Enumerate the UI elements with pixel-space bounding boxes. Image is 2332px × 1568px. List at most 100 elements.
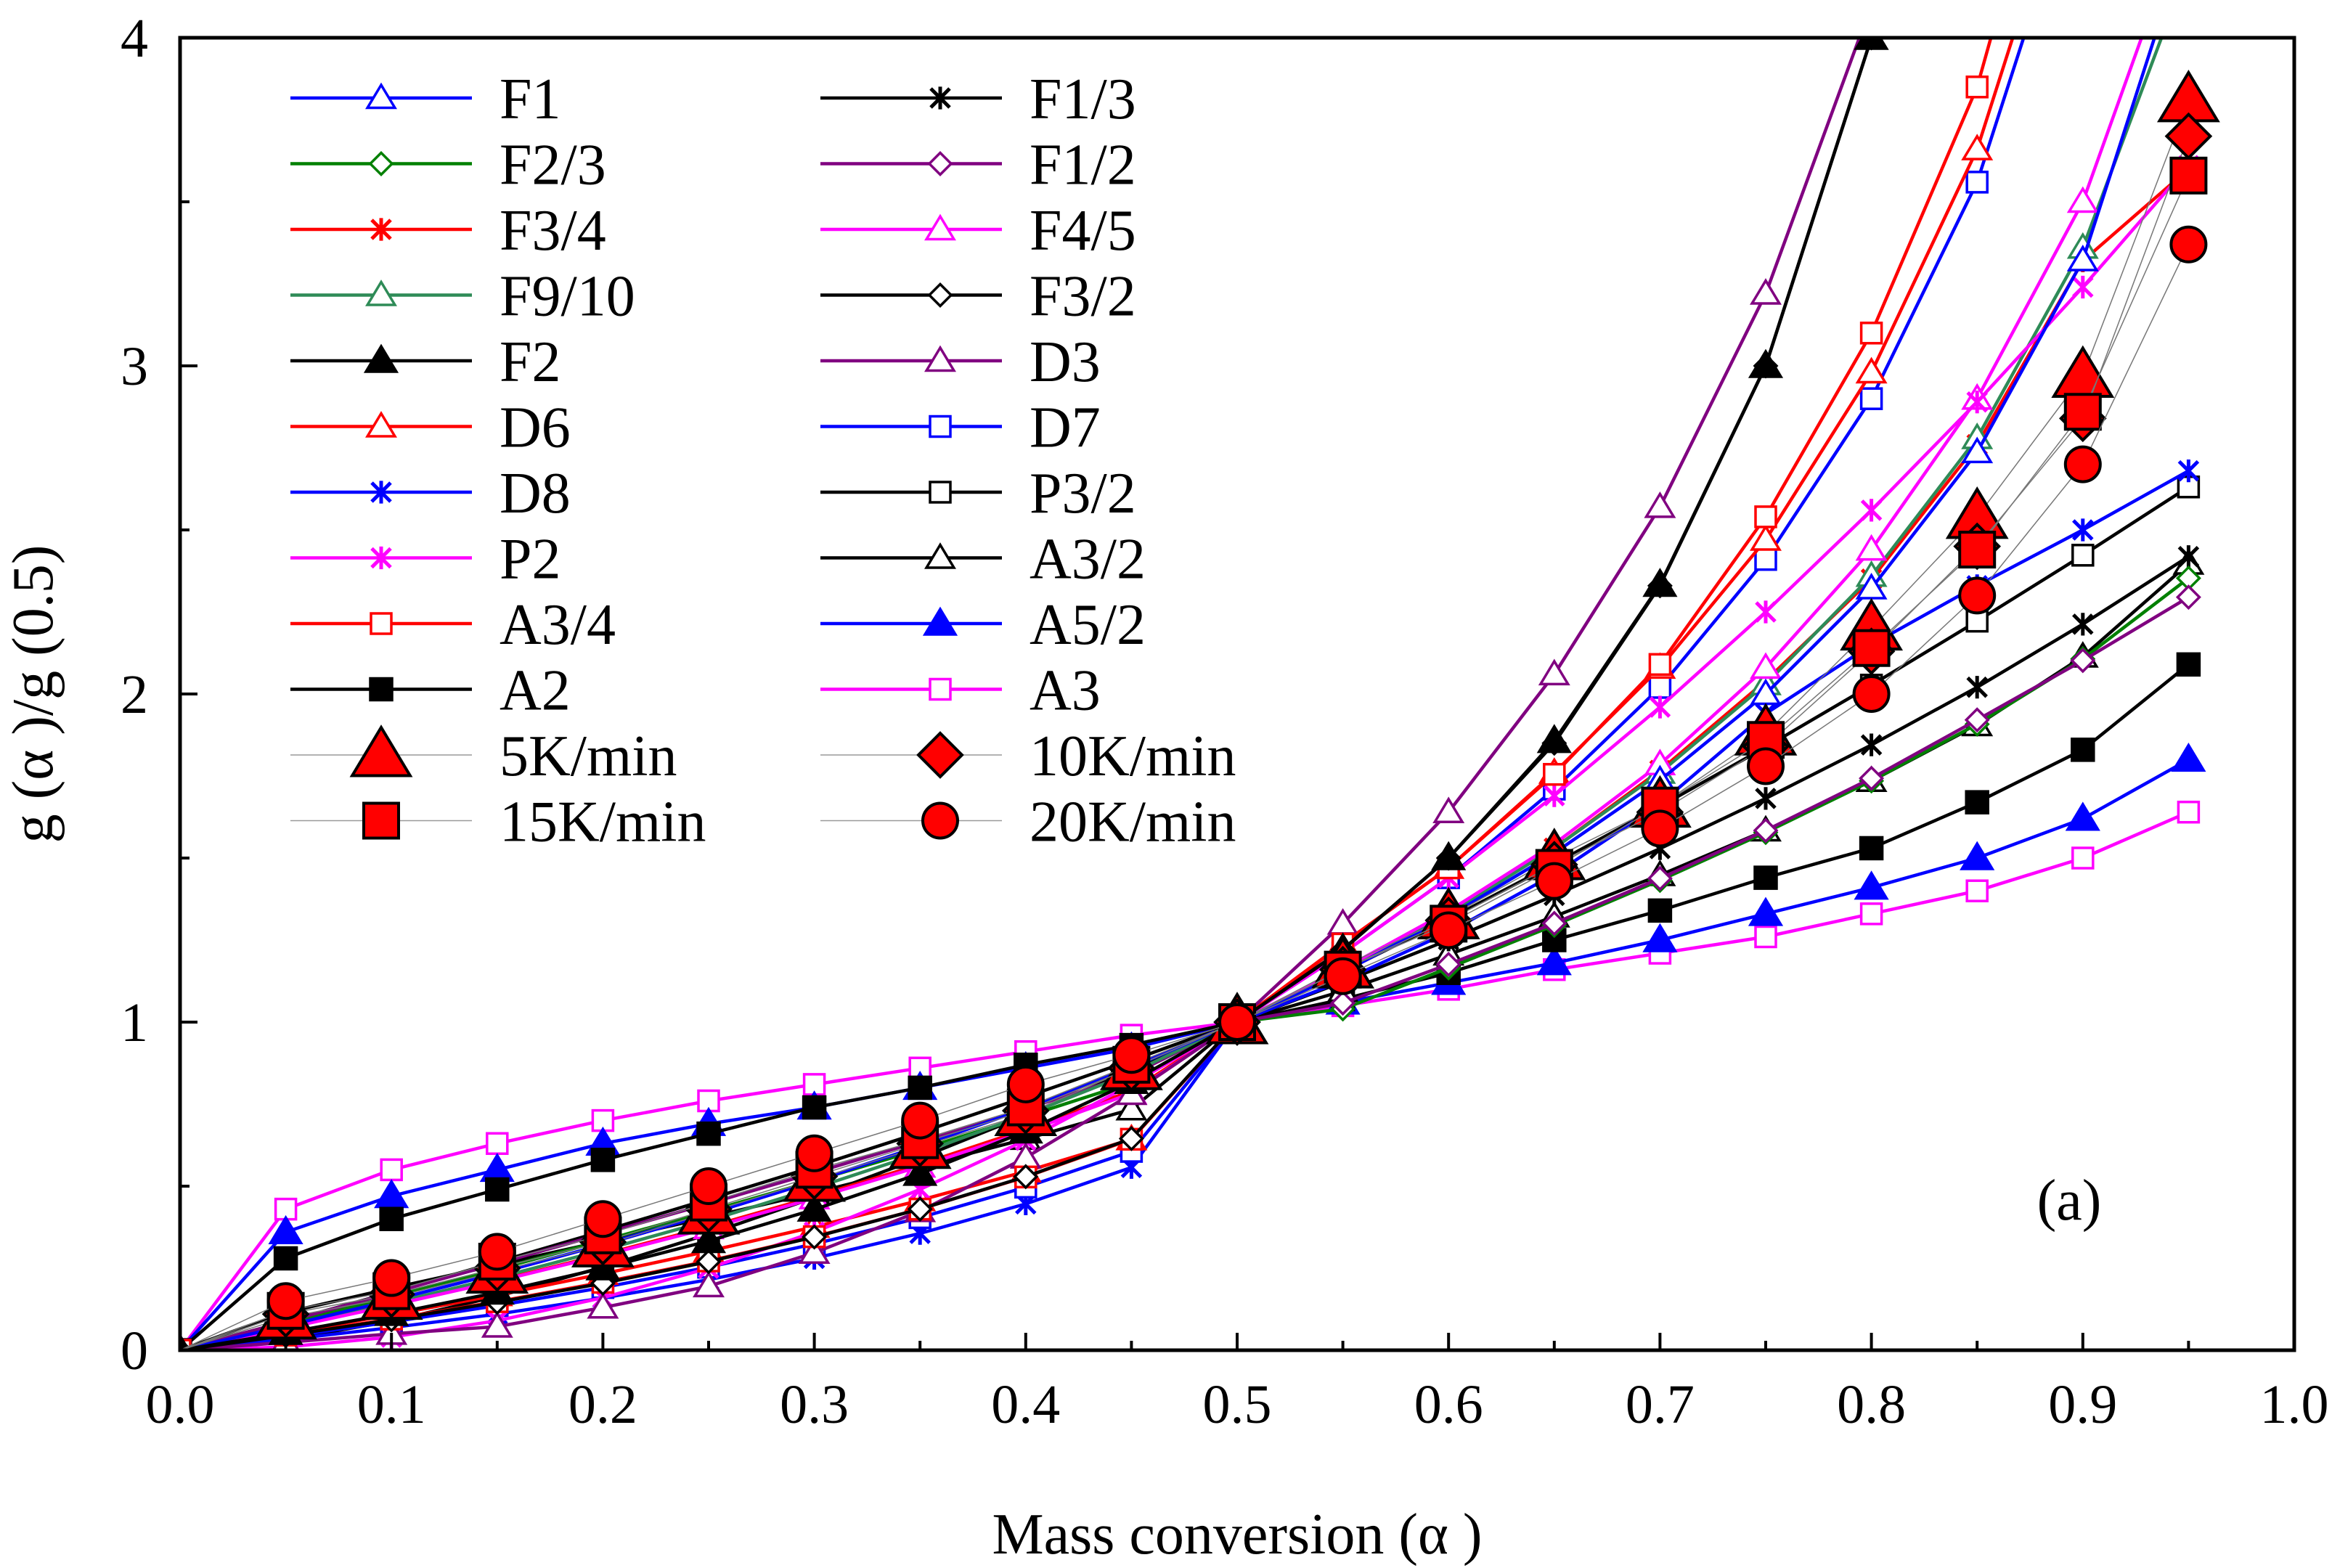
panel-label: (a) — [2037, 1169, 2102, 1233]
data-point — [584, 1200, 622, 1238]
x-tick-label: 0.9 — [2048, 1374, 2117, 1435]
legend-label: A2 — [500, 659, 571, 723]
data-point — [2072, 613, 2094, 636]
data-point — [696, 1249, 722, 1275]
data-point — [1965, 790, 1989, 814]
data-point — [590, 1148, 616, 1172]
legend-label: F4/5 — [1030, 199, 1136, 263]
data-point — [1644, 491, 1676, 518]
y-tick-label: 1 — [121, 992, 148, 1053]
legend-label: D6 — [500, 396, 571, 460]
legend-item: 20K/min — [820, 791, 1236, 854]
data-point — [1748, 897, 1784, 926]
legend-item: D8 — [290, 462, 571, 526]
series-F1-2 — [180, 584, 2201, 1350]
legend-marker — [362, 801, 400, 840]
series-line — [180, 562, 2190, 1350]
series-line — [180, 810, 2190, 1350]
legend-label: F2 — [500, 330, 561, 394]
legend-marker — [924, 542, 956, 569]
legend-item: 10K/min — [820, 724, 1236, 788]
data-point — [1859, 902, 1883, 926]
x-tick-label: 0.7 — [1626, 1374, 1695, 1435]
legend-item: F4/5 — [820, 199, 1136, 263]
legend-marker — [929, 415, 952, 438]
series-line — [180, 38, 1862, 1350]
data-point — [1013, 1164, 1039, 1190]
data-point — [2066, 186, 2099, 213]
series-D7 — [180, 38, 2026, 1350]
legend-marker — [924, 213, 956, 241]
data-point — [1641, 809, 1679, 848]
data-point — [1535, 862, 1573, 900]
data-point — [1859, 836, 1884, 861]
series-line — [180, 485, 2190, 1350]
legend-label: F2/3 — [500, 134, 606, 197]
legend-marker — [369, 677, 394, 702]
legend-item: A2 — [290, 659, 571, 723]
data-point — [2169, 225, 2208, 264]
data-point — [1958, 576, 1997, 615]
legend-label: D3 — [1030, 330, 1101, 394]
series-D3 — [180, 0, 1885, 1350]
legend-marker — [927, 282, 953, 308]
legend-marker — [370, 612, 393, 635]
data-point — [1753, 865, 1778, 890]
legend-marker — [921, 801, 959, 840]
data-point — [1324, 957, 1362, 995]
legend-item: F9/10 — [290, 265, 635, 329]
data-point — [802, 1095, 827, 1120]
x-tick-label: 0.8 — [1837, 1374, 1906, 1435]
data-point — [1754, 925, 1777, 949]
data-point — [2071, 738, 2095, 762]
series-F1-3 — [180, 545, 2200, 1350]
y-tick-label: 3 — [121, 336, 148, 397]
y-tick-label: 4 — [121, 8, 148, 69]
legend-item: F1/3 — [820, 68, 1136, 131]
data-point — [1330, 990, 1356, 1016]
data-point — [1538, 658, 1570, 686]
series-A3-4 — [180, 38, 1993, 1350]
data-point — [1435, 951, 1461, 977]
data-point — [1859, 387, 1883, 410]
data-point — [485, 1177, 510, 1202]
x-tick-label: 0.0 — [146, 1374, 215, 1435]
data-point — [1430, 911, 1468, 950]
data-point — [1855, 534, 1888, 561]
legend-label: 15K/min — [500, 791, 706, 854]
data-point — [1855, 356, 1888, 384]
series-line — [180, 38, 2026, 1350]
series-line — [180, 663, 2190, 1350]
legend-label: F3/4 — [500, 199, 606, 263]
series-5K-min — [180, 69, 2220, 1350]
legend-item: P3/2 — [820, 462, 1136, 526]
x-tick-label: 0.3 — [780, 1374, 849, 1435]
data-point — [1858, 0, 1885, 15]
series-A3-2 — [180, 548, 2205, 1350]
data-point — [2063, 445, 2102, 483]
data-point — [1854, 38, 1889, 50]
data-point — [379, 1206, 404, 1231]
data-point — [1642, 923, 1678, 952]
data-point — [266, 1282, 305, 1320]
legend-label: F9/10 — [500, 265, 635, 329]
data-point — [2177, 460, 2200, 483]
legend-marker — [929, 481, 952, 504]
data-point — [907, 1196, 933, 1222]
y-tick-label: 2 — [121, 664, 148, 725]
legend-marker — [370, 546, 392, 570]
legend-item: F2 — [290, 330, 561, 394]
data-point — [1648, 676, 1672, 699]
data-point — [802, 1224, 828, 1250]
legend-label: P3/2 — [1030, 462, 1136, 526]
legend-item: F3/2 — [820, 265, 1136, 329]
data-point — [2066, 245, 2099, 271]
data-point — [1218, 1003, 1256, 1041]
data-point — [478, 1233, 516, 1271]
legend-item: 15K/min — [290, 791, 706, 854]
legend-label: P2 — [500, 528, 561, 592]
x-tick-label: 1.0 — [2260, 1374, 2329, 1435]
data-point — [1747, 747, 1785, 785]
data-point — [481, 1311, 513, 1338]
data-point — [1755, 787, 1777, 810]
